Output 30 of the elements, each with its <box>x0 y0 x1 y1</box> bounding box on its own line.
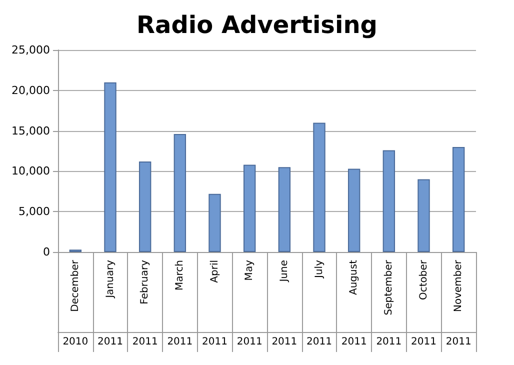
category-label: September 2011 <box>376 260 402 348</box>
category-label: May 2011 <box>236 260 262 348</box>
category-label: October 2011 <box>411 260 436 348</box>
category-label: August 2011 <box>341 260 367 348</box>
category-label: November 2011 <box>446 260 472 348</box>
bar <box>174 134 186 252</box>
y-tick-label: 20,000 <box>12 84 50 97</box>
category-label: January 2011 <box>98 260 123 348</box>
category-label: June 2011 <box>272 260 298 348</box>
bar <box>418 179 430 252</box>
bar <box>104 82 116 252</box>
category-label: December 2010 <box>62 260 88 348</box>
y-tick-label: 10,000 <box>12 164 50 178</box>
y-tick-label: 0 <box>43 246 50 258</box>
bar <box>208 194 221 252</box>
bar <box>382 150 396 252</box>
category-label: February 2011 <box>132 260 158 348</box>
category-label: July 2011 <box>306 260 332 348</box>
bar <box>452 146 465 252</box>
bar <box>348 168 360 252</box>
bar <box>278 167 291 252</box>
bar <box>313 122 326 252</box>
chart-title: Radio Advertising <box>136 11 378 39</box>
y-tick-label: 25,000 <box>12 44 50 56</box>
bar <box>138 162 152 252</box>
y-tick-label: 5,000 <box>18 205 50 218</box>
y-tick-label: 15,000 <box>12 124 50 138</box>
category-label: March 2011 <box>167 260 193 348</box>
bar <box>243 164 256 252</box>
category-label: April 2011 <box>202 260 228 348</box>
